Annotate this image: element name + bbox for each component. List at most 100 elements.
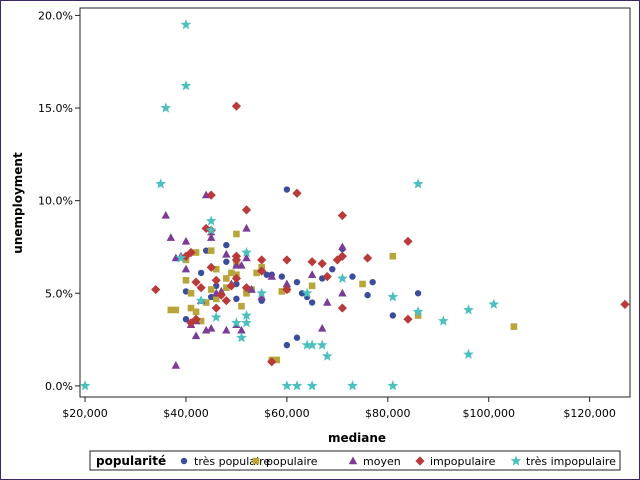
y-tick-label: 15.0% — [38, 102, 73, 115]
data-point — [202, 299, 210, 306]
data-point — [349, 273, 356, 280]
data-point — [216, 290, 226, 300]
legend-marker — [348, 456, 358, 465]
data-point — [187, 304, 195, 312]
data-point — [463, 348, 474, 359]
data-point — [414, 312, 422, 319]
legend-marker — [252, 457, 260, 465]
legend-marker — [510, 455, 522, 466]
plot-border — [79, 7, 631, 398]
data-point — [206, 323, 216, 332]
data-point — [316, 339, 328, 350]
data-point — [221, 296, 231, 306]
data-point — [223, 275, 230, 282]
data-point — [293, 278, 301, 286]
data-point — [79, 380, 91, 391]
legend-marker — [180, 457, 188, 465]
data-point — [307, 257, 317, 267]
data-point — [166, 233, 176, 241]
data-point — [283, 341, 291, 349]
data-point — [241, 205, 252, 215]
data-point — [212, 295, 220, 303]
data-point — [322, 271, 332, 282]
data-point — [363, 253, 373, 263]
data-point — [155, 178, 167, 189]
data-point — [192, 308, 200, 316]
data-point — [307, 270, 317, 278]
data-point — [210, 311, 222, 322]
data-point — [161, 210, 170, 219]
data-point — [207, 286, 215, 293]
data-point — [233, 295, 240, 303]
data-point — [228, 269, 235, 277]
data-point — [403, 314, 413, 324]
data-point — [212, 265, 220, 273]
data-point — [191, 331, 201, 340]
x-tick-label: $60,000 — [264, 407, 310, 420]
data-point — [306, 339, 318, 350]
data-point — [186, 247, 196, 258]
data-point — [180, 80, 192, 91]
x-tick-label: $120,000 — [563, 407, 616, 420]
data-point — [206, 233, 216, 241]
data-point — [196, 283, 206, 293]
x-tick-label: $80,000 — [365, 407, 411, 420]
data-point — [403, 236, 413, 246]
series-0 — [182, 186, 422, 349]
data-point — [192, 249, 200, 256]
data-point — [195, 295, 207, 306]
data-point — [389, 252, 397, 260]
legend-border — [89, 450, 621, 471]
data-point — [282, 284, 292, 295]
data-point — [257, 266, 267, 276]
data-point — [308, 299, 316, 306]
data-point — [233, 230, 240, 238]
data-point — [151, 284, 161, 295]
data-point — [223, 241, 230, 249]
data-point — [257, 292, 266, 301]
legend-label: populaire — [266, 455, 318, 468]
data-point — [282, 255, 292, 265]
data-point — [267, 272, 276, 280]
data-point — [231, 101, 242, 111]
data-point — [205, 224, 217, 235]
data-point — [389, 312, 397, 319]
data-points — [79, 19, 630, 391]
data-point — [180, 19, 192, 30]
data-point — [323, 298, 332, 306]
data-point — [171, 361, 181, 369]
data-point — [231, 317, 242, 328]
data-point — [306, 380, 318, 391]
data-point — [187, 289, 195, 297]
data-point — [242, 223, 251, 232]
data-point — [207, 247, 215, 254]
series-4 — [79, 19, 500, 391]
data-point — [463, 304, 474, 315]
data-point — [318, 323, 327, 332]
data-point — [237, 325, 246, 334]
data-point — [308, 282, 316, 290]
data-point — [387, 380, 399, 391]
data-point — [211, 303, 221, 313]
data-point — [273, 356, 281, 364]
data-point — [278, 273, 286, 280]
data-point — [222, 249, 231, 258]
data-point — [213, 282, 220, 290]
y-tick-label: 10.0% — [38, 195, 73, 208]
data-point — [172, 306, 180, 314]
data-point — [337, 272, 348, 283]
data-point — [167, 306, 175, 314]
y-tick-label: 20.0% — [38, 9, 73, 22]
data-point — [332, 255, 342, 265]
data-point — [282, 279, 292, 288]
data-point — [337, 251, 347, 261]
data-point — [242, 253, 251, 262]
data-point — [510, 323, 518, 330]
data-point — [237, 260, 246, 269]
data-point — [181, 236, 191, 245]
data-point — [488, 298, 500, 309]
data-point — [412, 178, 424, 189]
data-point — [292, 188, 302, 198]
